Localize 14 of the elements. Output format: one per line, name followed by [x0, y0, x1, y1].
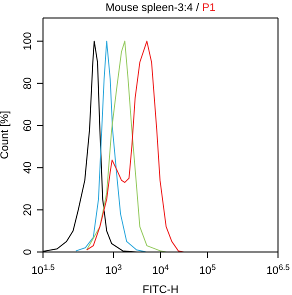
y-tick-label: 0: [22, 248, 34, 256]
x-tick-label: 10$^{5}$: [199, 262, 216, 277]
y-tick-label: 20: [22, 204, 34, 216]
y-tick-label: 40: [22, 162, 34, 174]
x-tick-label: 10$^{4}$: [152, 262, 170, 277]
chart-title: Mouse spleen-3:4 / P1: [105, 2, 216, 14]
x-tick-label: 10$^{1.5}$: [31, 262, 56, 277]
x-tick-label: 10$^{3}$: [105, 262, 122, 277]
x-tick-label: 10$^{6.5}$: [266, 262, 290, 277]
y-tick-label: 80: [22, 77, 34, 90]
y-axis-title: Count [%]: [0, 110, 11, 160]
y-tick-label: 60: [22, 119, 34, 132]
x-axis-title: FITC-H: [142, 284, 179, 295]
y-tick-label: 100: [22, 32, 34, 50]
